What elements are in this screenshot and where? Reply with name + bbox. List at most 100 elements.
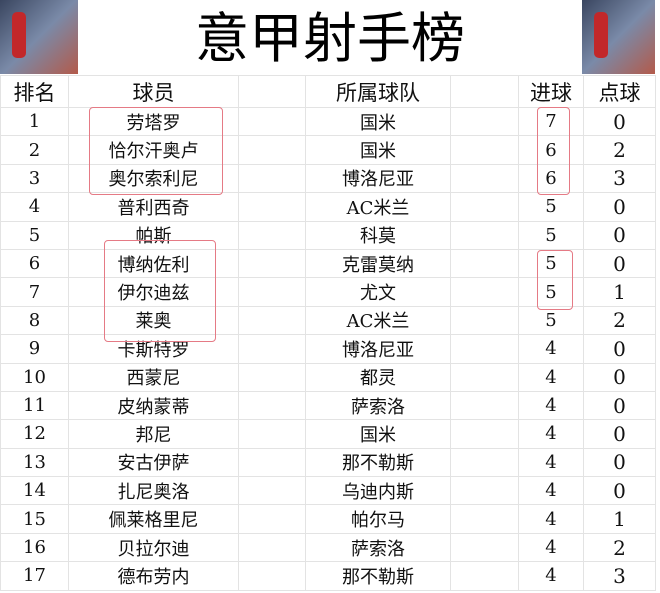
empty-cell bbox=[450, 106, 519, 137]
empty-cell bbox=[450, 135, 519, 165]
empty-cell bbox=[450, 248, 519, 279]
highlight-box-goals-6-7 bbox=[537, 250, 573, 310]
penalties-cell: 0 bbox=[583, 447, 656, 478]
rank-cell: 17 bbox=[0, 561, 69, 591]
goals-cell: 6 bbox=[518, 135, 584, 165]
empty-cell bbox=[238, 135, 306, 165]
empty-cell bbox=[238, 362, 306, 392]
empty-cell bbox=[238, 277, 306, 307]
table-row: 12 邦尼 国米 4 0 bbox=[0, 419, 656, 449]
empty-cell bbox=[238, 561, 306, 591]
empty-cell bbox=[450, 277, 519, 307]
penalties-cell: 2 bbox=[583, 305, 656, 336]
rank-cell: 3 bbox=[0, 163, 69, 194]
highlight-box-goals-top3 bbox=[537, 107, 570, 195]
player-cell: 伊尔迪兹 bbox=[68, 277, 239, 307]
player-cell: 皮纳蒙蒂 bbox=[68, 390, 239, 421]
penalties-cell: 0 bbox=[583, 192, 656, 222]
team-cell: 国米 bbox=[305, 419, 451, 449]
empty-cell bbox=[450, 419, 519, 449]
empty-cell bbox=[238, 106, 306, 137]
highlight-box-players-6-8 bbox=[104, 240, 216, 342]
empty-cell bbox=[450, 334, 519, 364]
penalties-cell: 0 bbox=[583, 106, 656, 137]
empty-cell bbox=[450, 504, 519, 534]
player-cell: 安古伊萨 bbox=[68, 447, 239, 478]
team-cell: 尤文 bbox=[305, 277, 451, 307]
player-cell: 帕斯 bbox=[68, 220, 239, 250]
empty-cell bbox=[450, 75, 519, 108]
anime-player-image-left bbox=[0, 0, 78, 74]
rank-cell: 1 bbox=[0, 106, 69, 137]
rank-cell: 15 bbox=[0, 504, 69, 534]
player-cell: 普利西奇 bbox=[68, 192, 239, 222]
header-penalties: 点球 bbox=[583, 75, 656, 108]
goals-cell: 4 bbox=[518, 334, 584, 364]
empty-cell bbox=[238, 75, 306, 108]
goals-cell: 4 bbox=[518, 532, 584, 563]
table-row: 11 皮纳蒙蒂 萨索洛 4 0 bbox=[0, 390, 656, 421]
empty-cell bbox=[238, 163, 306, 194]
player-cell: 奥尔索利尼 bbox=[68, 163, 239, 194]
penalties-cell: 0 bbox=[583, 334, 656, 364]
goals-cell: 4 bbox=[518, 561, 584, 591]
empty-cell bbox=[450, 561, 519, 591]
rank-cell: 5 bbox=[0, 220, 69, 250]
player-cell: 恰尔汗奥卢 bbox=[68, 135, 239, 165]
empty-cell bbox=[450, 192, 519, 222]
header-player: 球员 bbox=[68, 75, 239, 108]
team-cell: 萨索洛 bbox=[305, 532, 451, 563]
empty-cell bbox=[450, 476, 519, 506]
penalties-cell: 2 bbox=[583, 532, 656, 563]
rank-cell: 10 bbox=[0, 362, 69, 392]
table-row: 17 德布劳内 那不勒斯 4 3 bbox=[0, 561, 656, 591]
rank-cell: 2 bbox=[0, 135, 69, 165]
table-row: 6 博纳佐利 克雷莫纳 5 0 bbox=[0, 248, 656, 279]
rank-cell: 11 bbox=[0, 390, 69, 421]
page-title: 意甲射手榜 bbox=[195, 7, 465, 70]
team-cell: 博洛尼亚 bbox=[305, 163, 451, 194]
rank-cell: 14 bbox=[0, 476, 69, 506]
empty-cell bbox=[238, 220, 306, 250]
penalties-cell: 3 bbox=[583, 163, 656, 194]
empty-cell bbox=[238, 476, 306, 506]
empty-cell bbox=[238, 248, 306, 279]
team-cell: 国米 bbox=[305, 135, 451, 165]
table-row: 9 卡斯特罗 博洛尼亚 4 0 bbox=[0, 334, 656, 364]
table-row: 5 帕斯 科莫 5 0 bbox=[0, 220, 656, 250]
rank-cell: 7 bbox=[0, 277, 69, 307]
team-cell: 那不勒斯 bbox=[305, 447, 451, 478]
header-goals: 进球 bbox=[518, 75, 584, 108]
empty-cell bbox=[450, 220, 519, 250]
goals-cell: 4 bbox=[518, 447, 584, 478]
player-cell: 佩莱格里尼 bbox=[68, 504, 239, 534]
goals-cell: 4 bbox=[518, 476, 584, 506]
table-row: 8 莱奥 AC米兰 5 2 bbox=[0, 305, 656, 336]
penalties-cell: 0 bbox=[583, 419, 656, 449]
empty-cell bbox=[450, 163, 519, 194]
goals-cell: 4 bbox=[518, 419, 584, 449]
team-cell: 那不勒斯 bbox=[305, 561, 451, 591]
penalties-cell: 2 bbox=[583, 135, 656, 165]
empty-cell bbox=[238, 334, 306, 364]
team-cell: 科莫 bbox=[305, 220, 451, 250]
player-cell: 德布劳内 bbox=[68, 561, 239, 591]
team-cell: 国米 bbox=[305, 106, 451, 137]
penalties-cell: 0 bbox=[583, 362, 656, 392]
player-cell: 博纳佐利 bbox=[68, 248, 239, 279]
table-row: 13 安古伊萨 那不勒斯 4 0 bbox=[0, 447, 656, 478]
goals-cell: 5 bbox=[518, 192, 584, 222]
empty-cell bbox=[450, 447, 519, 478]
player-cell: 贝拉尔迪 bbox=[68, 532, 239, 563]
table-row: 14 扎尼奥洛 乌迪内斯 4 0 bbox=[0, 476, 656, 506]
empty-cell bbox=[238, 532, 306, 563]
goals-cell: 5 bbox=[518, 305, 584, 336]
player-cell: 邦尼 bbox=[68, 419, 239, 449]
rank-cell: 6 bbox=[0, 248, 69, 279]
player-cell: 莱奥 bbox=[68, 305, 239, 336]
table-row: 15 佩莱格里尼 帕尔马 4 1 bbox=[0, 504, 656, 534]
table-row: 1 劳塔罗 国米 7 0 bbox=[0, 106, 656, 137]
rank-cell: 12 bbox=[0, 419, 69, 449]
empty-cell bbox=[238, 419, 306, 449]
